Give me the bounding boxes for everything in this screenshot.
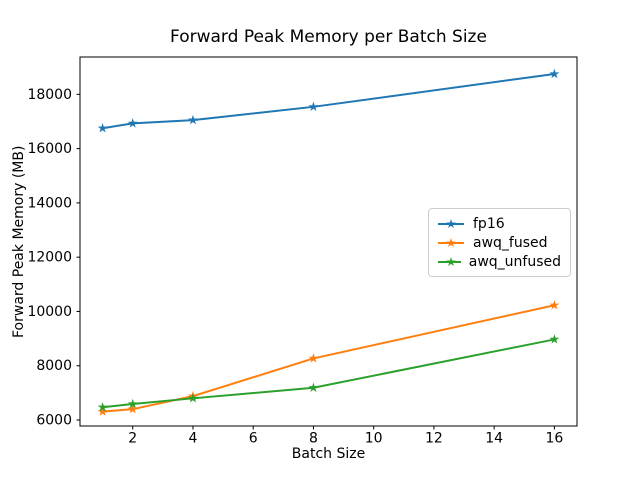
y-tick-label: 18000	[27, 87, 72, 103]
legend-label-fp16: fp16	[473, 215, 505, 232]
x-tick-label: 16	[545, 431, 563, 447]
series-marker-fp16	[549, 68, 560, 79]
series-marker-fp16	[127, 118, 138, 128]
legend-entry-awq_fused: awq_fused	[437, 233, 561, 252]
y-tick-label: 16000	[27, 141, 72, 157]
x-tick-label: 12	[425, 431, 443, 447]
legend-label-awq_unfused: awq_unfused	[468, 253, 561, 270]
y-tick-label: 6000	[36, 413, 72, 429]
legend: fp16 awq_fused awq_unfused	[428, 208, 571, 277]
y-tick-label: 10000	[27, 304, 72, 320]
y-tick-label: 14000	[27, 195, 72, 211]
series-marker-fp16	[188, 114, 198, 125]
series-marker-fp16	[308, 101, 319, 112]
series-marker-awq_fused	[308, 353, 319, 363]
x-tick-label: 2	[128, 431, 137, 447]
x-tick-label: 8	[309, 431, 318, 447]
series-line-fp16	[101, 72, 556, 130]
series-marker-awq_fused	[97, 406, 108, 416]
y-tick-label: 8000	[36, 358, 72, 374]
legend-entry-fp16: fp16	[437, 214, 561, 233]
series-line-awq_unfused	[101, 338, 556, 409]
star-marker-icon	[446, 256, 456, 266]
legend-line-sample-awq_fused	[438, 237, 464, 247]
legend-line-sample-awq_unfused	[438, 256, 461, 266]
series-marker-awq_unfused	[188, 393, 198, 403]
series-marker-awq_fused	[127, 403, 138, 414]
series-marker-awq_unfused	[549, 334, 560, 344]
series-marker-awq_fused	[549, 300, 560, 310]
y-tick-label: 12000	[27, 250, 72, 266]
series-marker-awq_unfused	[127, 398, 138, 409]
series-marker-fp16	[97, 123, 108, 133]
axes-spines	[79, 56, 578, 427]
legend-entry-awq_unfused: awq_unfused	[437, 252, 561, 271]
x-tick-label: 6	[249, 431, 258, 447]
legend-line-sample-fp16	[438, 218, 464, 228]
x-tick-label: 14	[485, 431, 503, 447]
series-marker-awq_unfused	[308, 382, 319, 392]
x-tick-label: 10	[365, 431, 383, 447]
x-axis-label: Batch Size	[291, 446, 366, 462]
chart-title: Forward Peak Memory per Batch Size	[170, 27, 487, 47]
x-tick-label: 4	[188, 431, 197, 447]
star-marker-icon	[446, 237, 456, 247]
legend-label-awq_fused: awq_fused	[473, 234, 548, 251]
series-line-awq_fused	[101, 304, 556, 413]
star-marker-icon	[446, 218, 456, 228]
series-marker-awq_unfused	[97, 402, 108, 412]
